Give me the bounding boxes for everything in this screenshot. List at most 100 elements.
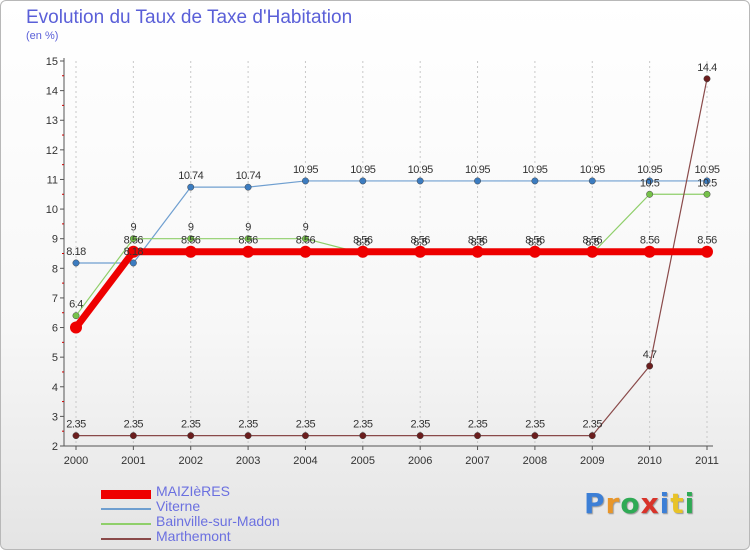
data-label-viterne: 10.74 (178, 170, 203, 182)
data-point-marthemont (244, 432, 252, 440)
data-point-bainville-sur-madon (244, 235, 252, 243)
data-point-bainville-sur-madon (129, 235, 137, 243)
data-label-marthemont: 2.35 (124, 419, 144, 431)
series-line-maizi-res (72, 248, 711, 332)
x-tick-label: 2001 (121, 455, 145, 467)
data-point-maizi-res (643, 245, 656, 258)
y-tick-label: 2 (52, 441, 58, 453)
data-point-viterne (531, 177, 539, 185)
series-line-marthemont (75, 78, 708, 437)
data-label-viterne: 10.95 (408, 164, 433, 176)
y-tick-label: 9 (52, 234, 58, 246)
logo-letter: t (670, 487, 685, 520)
data-point-viterne (646, 177, 654, 185)
data-label-maizi-res: 8.56 (525, 235, 545, 247)
data-point-marthemont (416, 432, 424, 440)
data-label-maizi-res: 8.56 (238, 235, 258, 247)
data-label-viterne: 10.95 (580, 164, 605, 176)
data-label-viterne: 10.95 (465, 164, 490, 176)
data-label-bainville-sur-madon: 6.4 (69, 299, 83, 311)
data-label-marthemont: 2.35 (181, 419, 201, 431)
data-label-marthemont: 2.35 (296, 419, 316, 431)
data-label-viterne: 8.18 (66, 246, 86, 258)
data-point-maizi-res (586, 245, 599, 258)
data-point-maizi-res (70, 321, 82, 334)
data-point-maizi-res (127, 245, 140, 258)
data-point-bainville-sur-madon (187, 235, 195, 243)
data-point-marthemont (129, 432, 137, 440)
data-point-marthemont (474, 432, 481, 440)
data-point-viterne (302, 177, 309, 185)
data-point-marthemont (646, 362, 654, 370)
data-point-viterne (474, 177, 481, 185)
chart-title: Evolution du Taux de Taxe d'Habitation (26, 7, 353, 28)
legend-label: Marthemont (156, 528, 231, 544)
data-label-marthemont: 14.4 (697, 62, 717, 74)
data-label-marthemont: 2.35 (353, 419, 373, 431)
y-tick-label: 11 (47, 174, 58, 186)
data-point-viterne (187, 183, 195, 191)
data-label-viterne: 10.95 (637, 164, 662, 176)
data-point-viterne (129, 259, 137, 267)
logo-letter: x (640, 487, 660, 520)
logo-letter: i (684, 487, 696, 520)
data-label-maizi-res: 8.56 (640, 235, 660, 247)
data-label-bainville-sur-madon: 8.5 (471, 237, 485, 249)
data-label-bainville-sur-madon: 9 (188, 222, 194, 234)
data-label-viterne: 10.95 (293, 164, 318, 176)
x-tick-label: 2007 (465, 455, 489, 467)
data-point-marthemont (531, 432, 539, 440)
y-tick-label: 3 (52, 411, 58, 423)
legend-label: MAIZIèRES (156, 483, 230, 499)
x-tick-label: 2000 (64, 455, 88, 467)
data-label-viterne: 10.95 (522, 164, 547, 176)
logo-letter: P (584, 487, 606, 520)
data-point-maizi-res (242, 245, 255, 258)
data-label-marthemont: 2.35 (410, 419, 430, 431)
x-tick-label: 2006 (408, 455, 432, 467)
data-label-bainville-sur-madon: 10.5 (697, 177, 717, 189)
data-label-viterne: 10.95 (694, 164, 719, 176)
data-label-maizi-res: 8.56 (583, 235, 603, 247)
logo-letter: r (605, 487, 621, 520)
data-label-viterne: 10.95 (350, 164, 375, 176)
data-point-maizi-res (414, 245, 427, 258)
data-label-viterne: 10.74 (236, 170, 261, 182)
data-point-maizi-res (356, 245, 369, 258)
x-tick-label: 2002 (178, 455, 202, 467)
y-tick-label: 6 (52, 323, 58, 335)
data-point-viterne (72, 259, 80, 267)
y-tick-label: 8 (52, 263, 58, 275)
data-label-bainville-sur-madon: 8.5 (413, 237, 427, 249)
logo-letter: i (659, 487, 671, 520)
data-point-marthemont (359, 432, 367, 440)
data-label-bainville-sur-madon: 9 (131, 222, 137, 234)
data-label-bainville-sur-madon: 8.5 (356, 237, 370, 249)
data-label-marthemont: 2.35 (66, 419, 86, 431)
data-point-bainville-sur-madon (72, 312, 80, 320)
data-label-bainville-sur-madon: 9 (303, 222, 309, 234)
y-tick-label: 7 (52, 293, 58, 305)
y-tick-label: 14 (46, 86, 58, 98)
data-point-marthemont (302, 432, 309, 440)
data-label-maizi-res: 8.56 (468, 235, 488, 247)
data-label-maizi-res: 8.56 (410, 235, 430, 247)
y-tick-label: 4 (52, 382, 58, 394)
data-point-viterne (703, 177, 711, 185)
data-label-maizi-res: 8.56 (124, 235, 144, 247)
data-label-bainville-sur-madon: 8.5 (585, 237, 599, 249)
legend-swatch (101, 523, 151, 525)
series-line-viterne (75, 180, 708, 264)
data-label-marthemont: 2.35 (525, 419, 545, 431)
x-tick-label: 2004 (293, 455, 317, 467)
data-label-bainville-sur-madon: 8.5 (528, 237, 542, 249)
data-point-maizi-res (471, 245, 484, 258)
data-label-marthemont: 2.35 (583, 419, 603, 431)
legend-label: Viterne (156, 498, 201, 514)
x-tick-label: 2008 (523, 455, 547, 467)
data-point-maizi-res (299, 245, 312, 258)
data-label-marthemont: 2.35 (468, 419, 488, 431)
data-label-marthemont: 4.7 (643, 349, 657, 361)
